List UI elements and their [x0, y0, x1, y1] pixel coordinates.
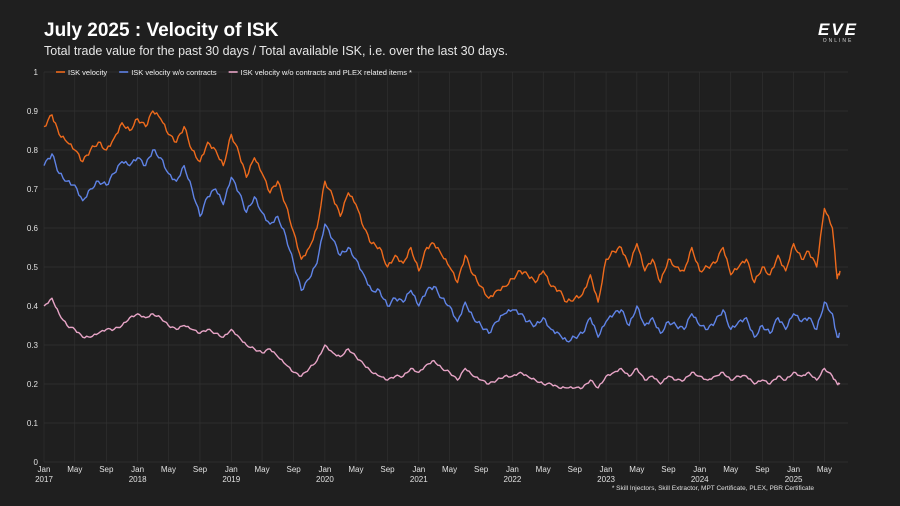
- x-tick-year: 2025: [785, 475, 803, 484]
- x-tick-month: Sep: [193, 465, 208, 474]
- x-tick-month: May: [442, 465, 457, 474]
- x-tick-month: May: [629, 465, 644, 474]
- chart-title: July 2025 : Velocity of ISK: [44, 20, 279, 41]
- x-tick-year: 2023: [597, 475, 615, 484]
- x-tick-month: Jan: [600, 465, 613, 474]
- x-tick-month: Jan: [412, 465, 425, 474]
- x-tick-month: Jan: [506, 465, 519, 474]
- y-tick-label: 0.2: [27, 380, 39, 389]
- eve-online-logo: EVE ONLINE: [812, 20, 864, 45]
- x-tick-month: Sep: [380, 465, 395, 474]
- x-tick-year: 2022: [504, 475, 522, 484]
- logo-main-text: EVE: [817, 20, 859, 39]
- footnote: * Skill Injectors, Skill Extractor, MPT …: [611, 485, 814, 492]
- series-layer: [43, 110, 841, 390]
- logo-sub-text: ONLINE: [822, 38, 854, 44]
- y-tick-label: 0.6: [27, 224, 39, 233]
- series-line-2: [43, 149, 841, 343]
- x-tick-month: May: [723, 465, 738, 474]
- legend-label-2: ISK velocity w/o contracts: [131, 68, 217, 77]
- chart-subtitle: Total trade value for the past 30 days /…: [44, 44, 508, 58]
- x-tick-month: May: [536, 465, 551, 474]
- x-tick-month: Jan: [318, 465, 331, 474]
- y-tick-label: 0.1: [27, 419, 39, 428]
- y-tick-label: 1: [34, 68, 39, 77]
- x-tick-year: 2020: [316, 475, 334, 484]
- x-tick-month: May: [348, 465, 363, 474]
- x-tick-month: May: [67, 465, 82, 474]
- grid-layer: [43, 71, 848, 463]
- y-tick-label: 0.3: [27, 341, 39, 350]
- x-tick-month: Jan: [225, 465, 238, 474]
- x-tick-year: 2019: [222, 475, 240, 484]
- y-tick-label: 0.8: [27, 146, 39, 155]
- x-tick-month: Sep: [99, 465, 114, 474]
- x-tick-month: Jan: [38, 465, 51, 474]
- y-tick-label: 0.4: [27, 302, 39, 311]
- x-tick-month: Sep: [755, 465, 770, 474]
- x-tick-month: Sep: [474, 465, 489, 474]
- x-tick-month: May: [254, 465, 269, 474]
- series-line-3: [43, 297, 841, 390]
- x-tick-year: 2018: [129, 475, 147, 484]
- y-tick-label: 0.7: [27, 185, 39, 194]
- x-tick-month: Jan: [693, 465, 706, 474]
- x-tick-month: Sep: [661, 465, 676, 474]
- x-tick-month: May: [161, 465, 176, 474]
- x-tick-year: 2024: [691, 475, 709, 484]
- x-tick-year: 2017: [35, 475, 53, 484]
- x-tick-month: Sep: [568, 465, 583, 474]
- x-tick-month: May: [817, 465, 832, 474]
- y-tick-label: 0: [34, 458, 39, 467]
- legend: ISK velocity ISK velocity w/o contracts IS…: [56, 68, 412, 77]
- x-tick-month: Jan: [787, 465, 800, 474]
- x-tick-year: 2021: [410, 475, 428, 484]
- series-line-1: [43, 110, 841, 303]
- legend-label-1: ISK velocity: [68, 68, 107, 77]
- x-tick-month: Sep: [286, 465, 301, 474]
- x-tick-month: Jan: [131, 465, 144, 474]
- y-tick-label: 0.9: [27, 107, 39, 116]
- legend-label-3: ISK velocity w/o contracts and PLEX rela…: [241, 68, 412, 77]
- y-tick-label: 0.5: [27, 263, 39, 272]
